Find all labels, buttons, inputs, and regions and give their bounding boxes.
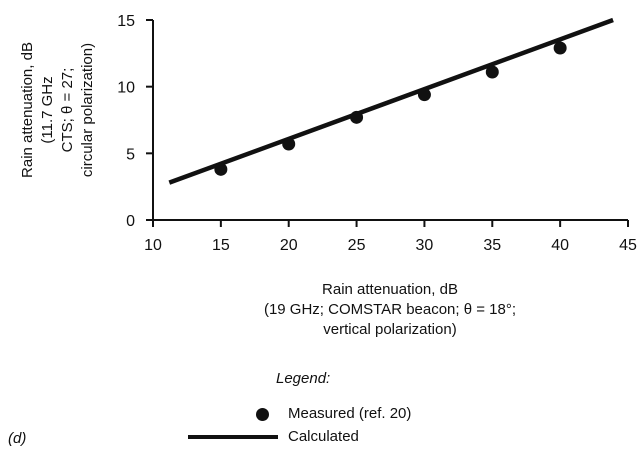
legend-item-calculated: Calculated: [188, 428, 359, 445]
legend-line-icon: [188, 429, 282, 445]
y-tick-label: 10: [117, 80, 135, 97]
x-tick-label: 30: [416, 237, 434, 254]
measured-point: [417, 88, 431, 102]
x-tick-label: 10: [144, 237, 162, 254]
x-axis-label: Rain attenuation, dB (19 GHz; COMSTAR be…: [180, 280, 600, 340]
x-tick-label: 15: [212, 237, 230, 254]
y-axis-label-line: (11.7 GHz: [39, 76, 56, 144]
y-axis-label-line: circular polarization): [79, 42, 96, 178]
x-axis-label-line: (19 GHz; COMSTAR beacon; θ = 18°;: [263, 301, 517, 318]
y-tick-label: 0: [126, 213, 135, 230]
measured-point: [350, 110, 364, 124]
legend-item-measured: Measured (ref. 20): [246, 405, 411, 422]
x-tick-label: 25: [348, 237, 366, 254]
x-tick-label: 40: [551, 237, 569, 254]
measured-point: [485, 65, 499, 79]
x-tick-label: 45: [619, 237, 637, 254]
y-tick-label: 5: [126, 146, 135, 163]
x-tick-label: 20: [280, 237, 298, 254]
measured-point: [282, 137, 296, 151]
legend-label-measured: Measured (ref. 20): [288, 405, 412, 422]
y-axis-label: Rain attenuation, dB (11.7 GHz CTS; θ = …: [8, 0, 108, 220]
measured-point: [214, 162, 228, 176]
x-tick-label: 35: [483, 237, 501, 254]
legend-dot-icon: [246, 406, 282, 422]
legend-title: Legend:: [276, 370, 331, 387]
y-axis-label-line: CTS; θ = 27;: [59, 67, 76, 153]
measured-point: [553, 41, 567, 55]
legend-label-calculated: Calculated: [288, 428, 359, 445]
panel-label: (d): [8, 430, 27, 447]
y-tick-label: 15: [117, 13, 135, 30]
x-axis-label-line: vertical polarization): [323, 321, 457, 338]
calculated-line: [168, 17, 614, 185]
plot-area: 10 15 20 25 30 35 40 45 0 5 10 15: [117, 13, 637, 254]
x-axis-label-line: Rain attenuation, dB: [322, 281, 458, 298]
y-axis-label-line: Rain attenuation, dB: [19, 42, 36, 178]
